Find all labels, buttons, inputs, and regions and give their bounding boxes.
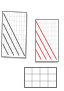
Bar (1, 11, 27, 58)
Bar (2, 12, 28, 59)
Bar (24, 67, 56, 87)
Bar (25, 68, 57, 88)
Bar (35, 19, 58, 61)
Bar (35, 19, 58, 61)
Bar (1, 11, 27, 58)
Bar (24, 67, 56, 87)
Bar (35, 20, 58, 63)
